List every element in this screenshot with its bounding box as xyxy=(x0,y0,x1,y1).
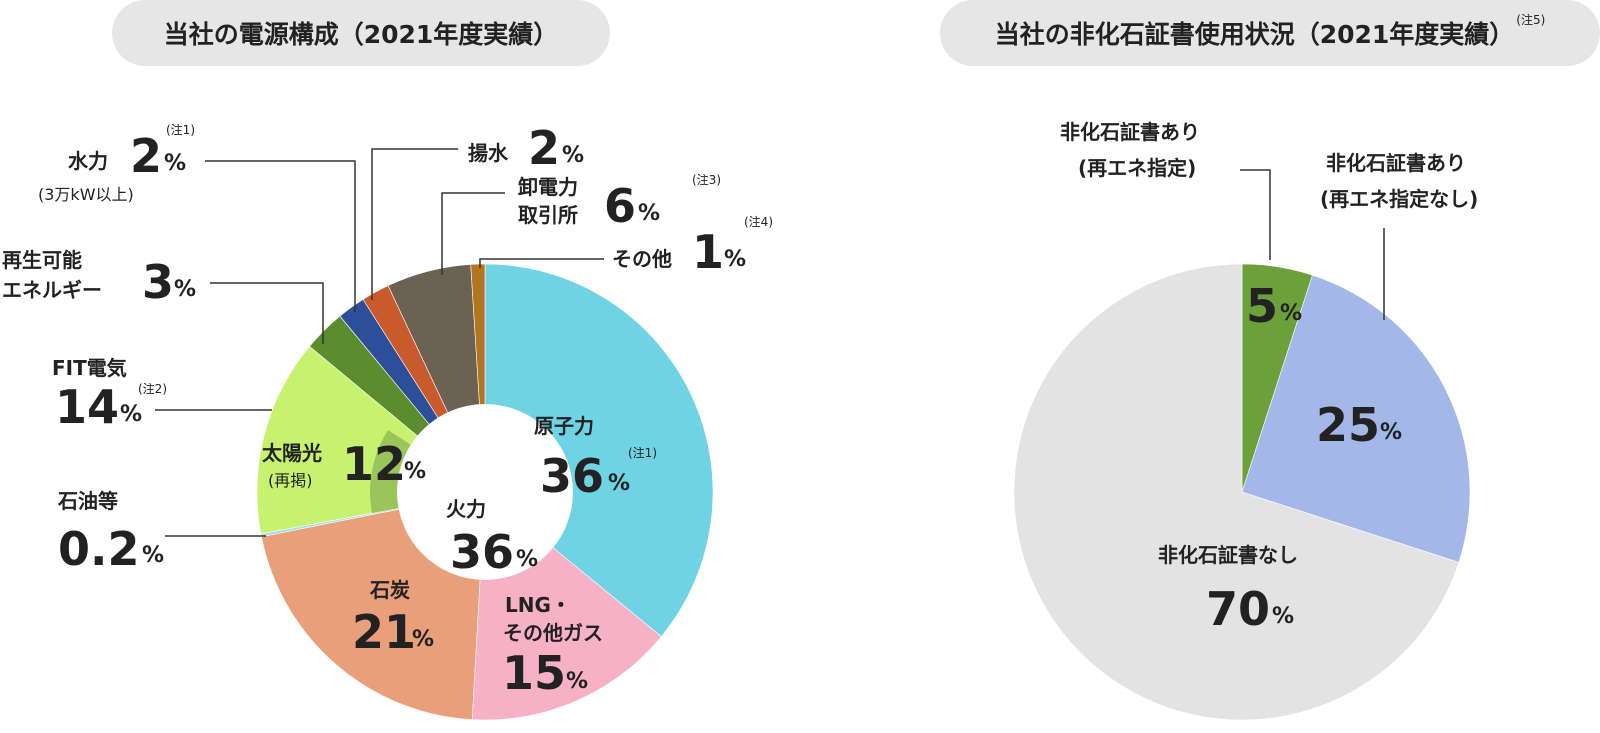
label-other: その他 xyxy=(612,247,672,271)
label-jepx-1: 卸電力 xyxy=(518,175,578,199)
value-solar: 12 xyxy=(342,437,406,491)
power-mix-pie-hole xyxy=(397,404,573,580)
note-hydro: (注1) xyxy=(166,122,195,137)
note-nuclear: (注1) xyxy=(628,445,657,460)
leader-line-hydro xyxy=(205,160,356,312)
pct-pump: % xyxy=(562,143,584,168)
label-jepx-2: 取引所 xyxy=(518,203,578,227)
pct-thermal: % xyxy=(516,547,538,572)
certificate-pie xyxy=(1013,263,1471,721)
note-fit: (注2) xyxy=(138,381,167,396)
power-mix-slice-0 xyxy=(484,263,714,637)
value-thermal: 36 xyxy=(450,525,514,579)
value-hydro: 2 xyxy=(130,129,162,183)
label-r-ren-2: (再エネ指定) xyxy=(1078,156,1196,180)
pct-hydro: % xyxy=(164,151,186,176)
certificate-slice-2 xyxy=(1013,263,1460,721)
pct-solar: % xyxy=(404,459,426,484)
label-pump: 揚水 xyxy=(468,141,509,165)
note-jepx: (注3) xyxy=(692,172,721,187)
label-r-none: 非化石証書なし xyxy=(1158,543,1298,567)
label-hydro: 水力 xyxy=(68,149,108,173)
value-r-none: 70 xyxy=(1206,582,1270,636)
leader-line-other xyxy=(479,258,604,268)
value-jepx: 6 xyxy=(604,179,636,233)
value-coal: 21 xyxy=(352,605,416,659)
value-oil: 0.2 xyxy=(58,522,140,576)
leader-line-pump xyxy=(371,148,458,300)
label-coal: 石炭 xyxy=(369,578,410,602)
pct-jepx: % xyxy=(638,201,660,226)
pct-r-ren: % xyxy=(1280,301,1302,326)
value-fit: 14 xyxy=(55,380,119,434)
note-other: (注4) xyxy=(744,214,773,229)
pct-fit: % xyxy=(120,402,142,427)
value-other: 1 xyxy=(692,225,724,279)
left-chart-title: 当社の電源構成（2021年度実績） xyxy=(112,0,610,66)
label-lng-1: LNG・ xyxy=(505,593,571,617)
pct-coal: % xyxy=(412,627,434,652)
leader-line-r-ren xyxy=(1240,169,1271,260)
value-r-non: 25 xyxy=(1316,398,1380,452)
pct-r-none: % xyxy=(1272,604,1294,629)
pct-other: % xyxy=(724,247,746,272)
value-renew: 3 xyxy=(142,255,174,309)
label-thermal: 火力 xyxy=(446,497,486,521)
label-renew-2: エネルギー xyxy=(2,278,102,302)
right-chart-title-note: (注5) xyxy=(1516,12,1546,27)
label-solar: 太陽光 xyxy=(262,441,322,465)
label-r-ren-1: 非化石証書あり xyxy=(1060,120,1200,144)
pct-nuclear: % xyxy=(608,471,630,496)
pct-renew: % xyxy=(174,277,196,302)
certificate-slice-1 xyxy=(1241,274,1471,563)
left-chart-title-text: 当社の電源構成（2021年度実績） xyxy=(163,20,559,49)
label-hydro-sub: (3万kW以上) xyxy=(38,185,134,204)
value-nuclear: 36 xyxy=(540,449,604,503)
right-chart-title-text: 当社の非化石証書使用状況（2021年度実績） xyxy=(994,20,1515,49)
label-renew-1: 再生可能 xyxy=(2,248,82,272)
pct-oil: % xyxy=(142,543,164,568)
right-chart-title: 当社の非化石証書使用状況（2021年度実績） (注5) xyxy=(940,0,1600,66)
label-lng-2: その他ガス xyxy=(503,621,603,645)
label-solar-sub: (再掲) xyxy=(268,471,313,490)
label-fit: FIT電気 xyxy=(52,356,127,380)
label-nuclear: 原子力 xyxy=(534,414,594,438)
value-pump: 2 xyxy=(528,121,560,175)
pct-lng: % xyxy=(566,669,588,694)
value-lng: 15 xyxy=(502,646,566,700)
leader-line-jepx xyxy=(441,192,505,275)
value-r-ren: 5 xyxy=(1246,279,1278,333)
pct-r-non: % xyxy=(1380,420,1402,445)
label-r-non-2: (再エネ指定なし) xyxy=(1320,187,1478,211)
label-oil: 石油等 xyxy=(57,489,118,513)
leader-line-renew xyxy=(210,282,324,344)
label-r-non-1: 非化石証書あり xyxy=(1326,151,1466,175)
